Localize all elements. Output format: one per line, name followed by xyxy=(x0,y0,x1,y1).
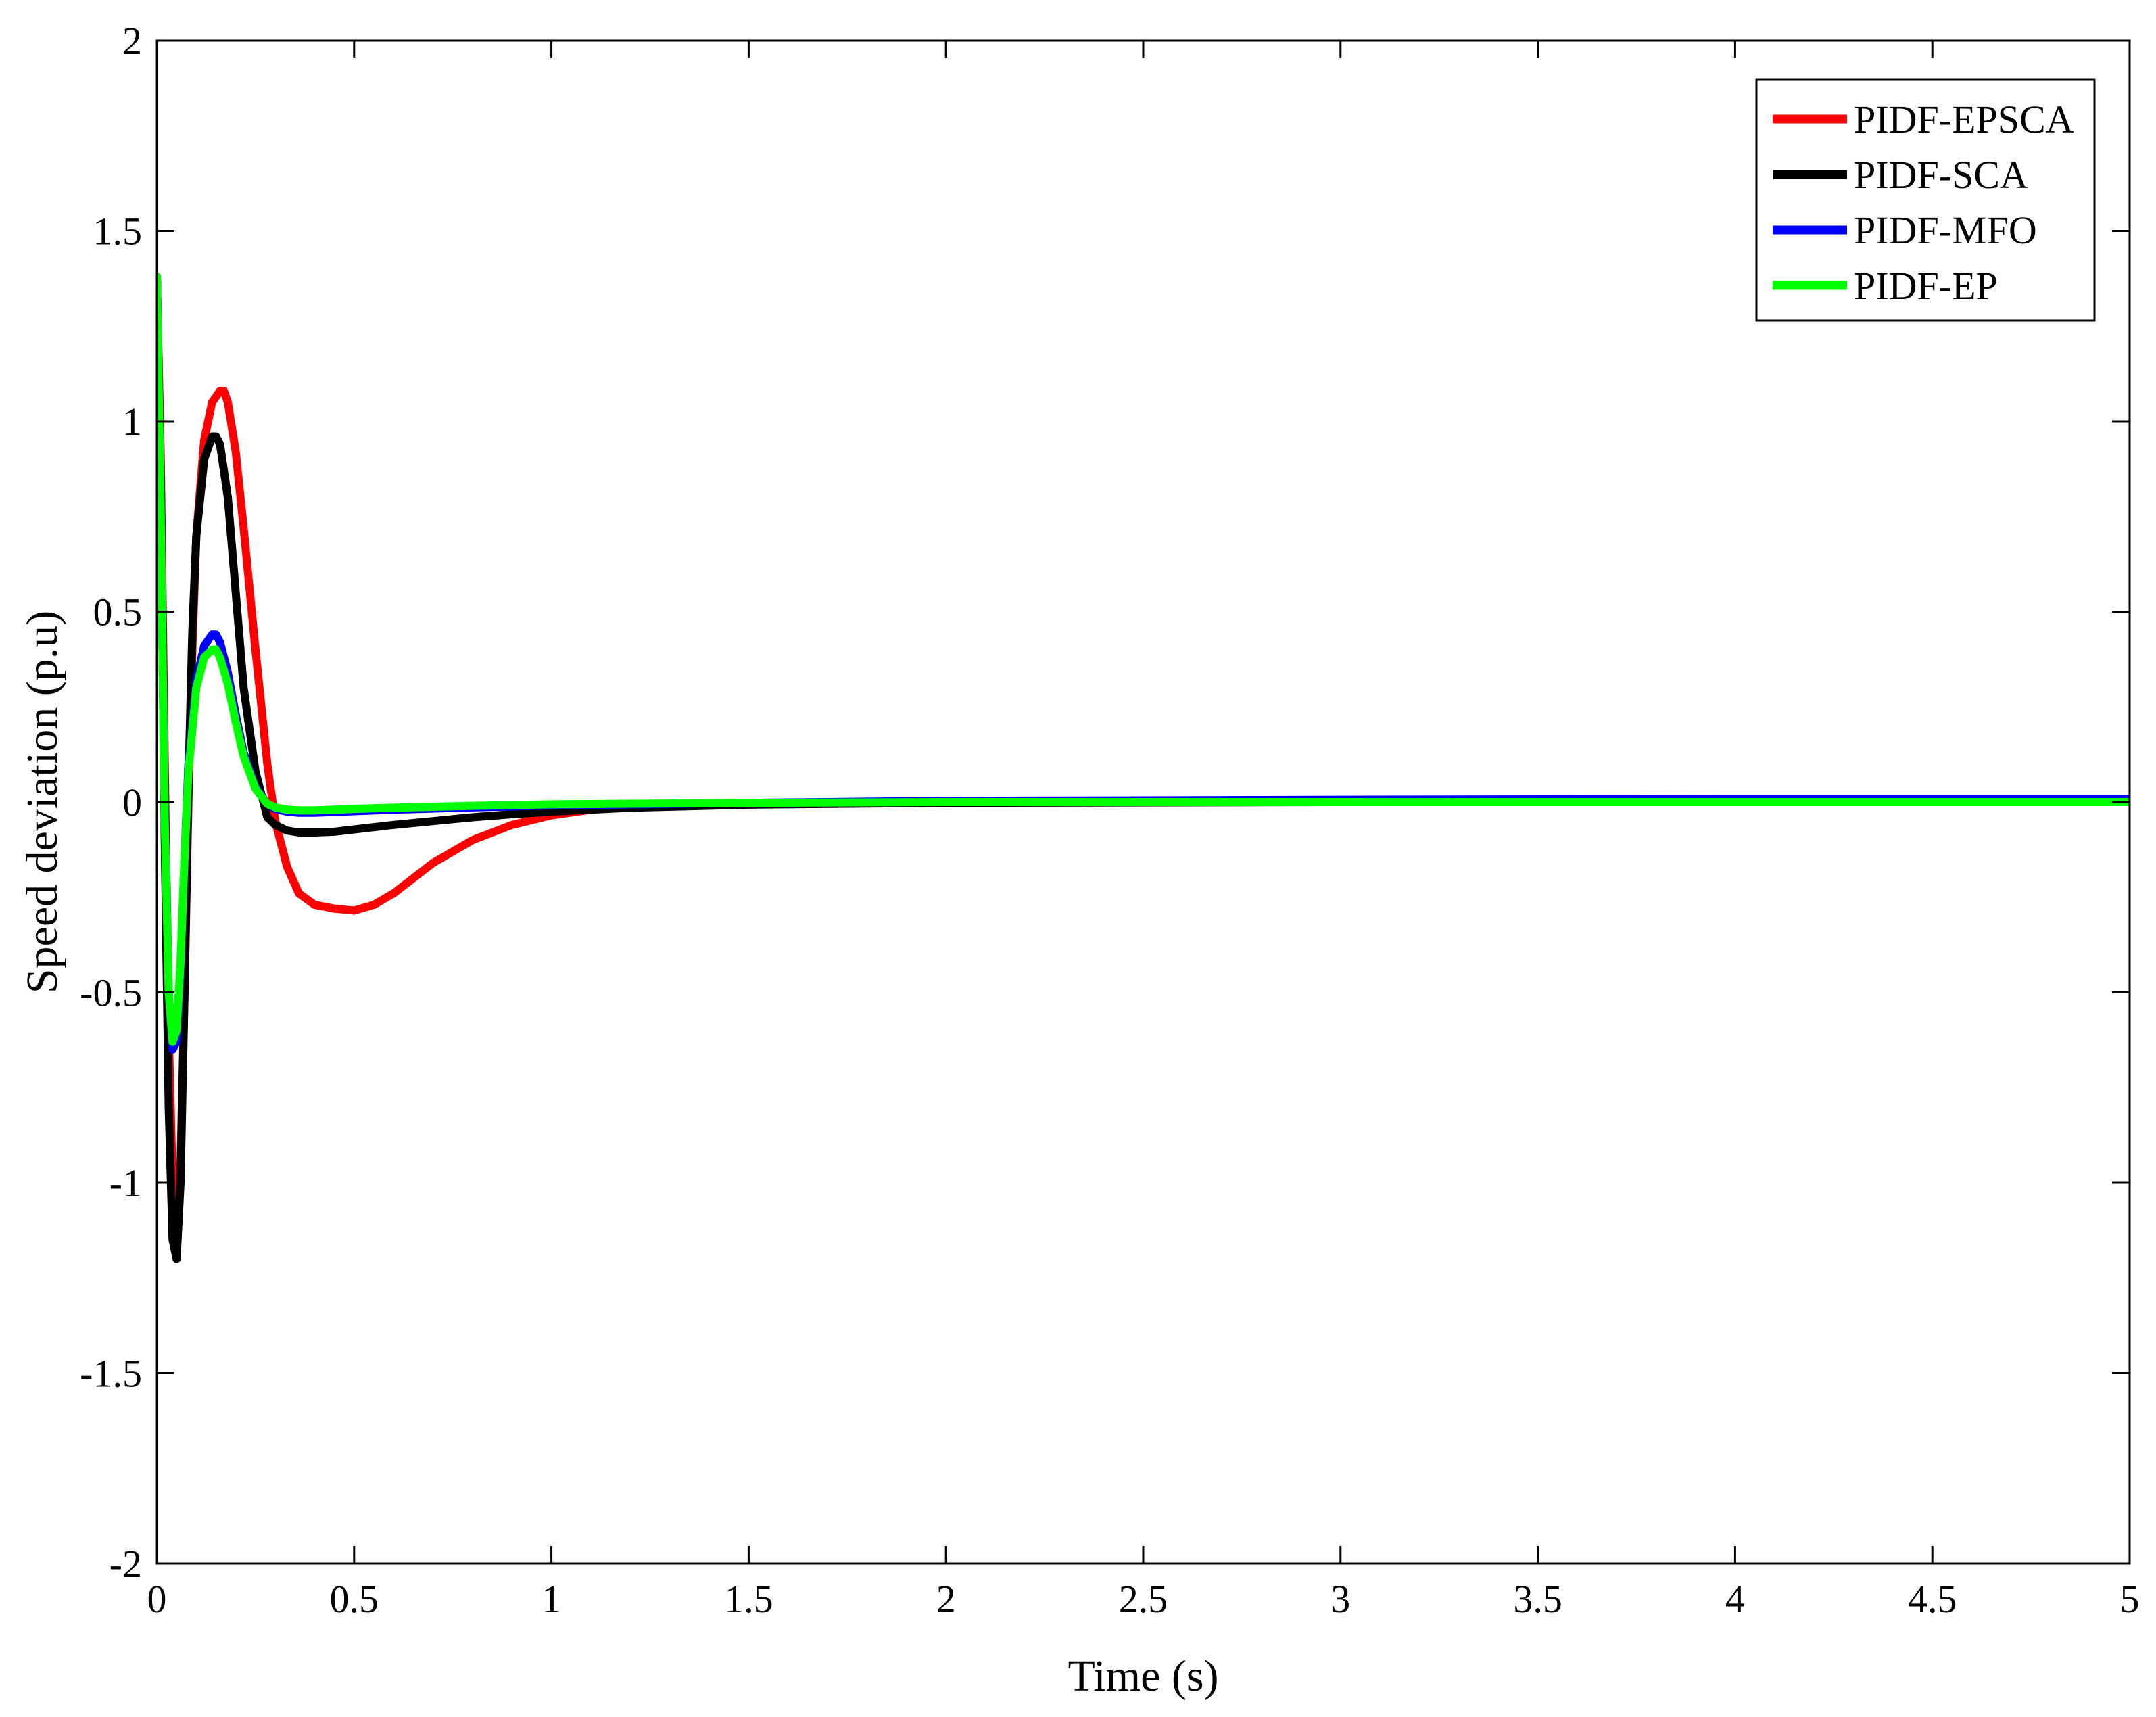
series-line-pidf-ep xyxy=(157,273,2130,1046)
x-tick-label: 5 xyxy=(2120,1577,2140,1621)
series-layer xyxy=(157,273,2130,1263)
y-tick-label: -2 xyxy=(110,1542,142,1586)
y-tick-label: -1 xyxy=(110,1161,142,1205)
y-tick-label: 2 xyxy=(122,19,142,63)
legend-label: PIDF-MFO xyxy=(1854,208,2037,252)
legend-label: PIDF-EPSCA xyxy=(1854,97,2074,141)
x-tick-label: 4 xyxy=(1725,1577,1745,1621)
x-tick-label: 3.5 xyxy=(1513,1577,1562,1621)
x-axis-title: Time (s) xyxy=(1068,1651,1218,1701)
y-tick-label: 1.5 xyxy=(93,210,143,254)
legend-label: PIDF-SCA xyxy=(1854,153,2028,197)
y-axis-title: Speed deviation (p.u) xyxy=(18,611,67,993)
y-tick-label: 0 xyxy=(122,780,142,824)
legend-label: PIDF-EP xyxy=(1854,264,1998,308)
series-line-pidf-sca xyxy=(157,273,2130,1263)
x-tick-label: 2.5 xyxy=(1119,1577,1168,1621)
x-tick-label: 4.5 xyxy=(1908,1577,1957,1621)
y-tick-label: 1 xyxy=(122,400,142,444)
x-tick-label: 2 xyxy=(936,1577,956,1621)
legend: PIDF-EPSCA PIDF-SCA PIDF-MFO PIDF-EP xyxy=(1755,78,2096,322)
x-tick-label: 1 xyxy=(542,1577,561,1621)
x-tick-label: 0.5 xyxy=(330,1577,379,1621)
x-tick-label: 3 xyxy=(1331,1577,1350,1621)
x-tick-label: 0 xyxy=(147,1577,167,1621)
y-tick-label: 0.5 xyxy=(93,590,143,634)
y-tick-label: -1.5 xyxy=(80,1352,142,1396)
x-tick-label: 1.5 xyxy=(724,1577,773,1621)
ticks-layer: 0 0.5 1 1.5 2 2.5 3 3.5 4 4.5 5 -2 -1.5 -1 -0.5 0 0.5 1 1.… xyxy=(80,19,2139,1621)
y-tick-label: -0.5 xyxy=(80,971,142,1015)
